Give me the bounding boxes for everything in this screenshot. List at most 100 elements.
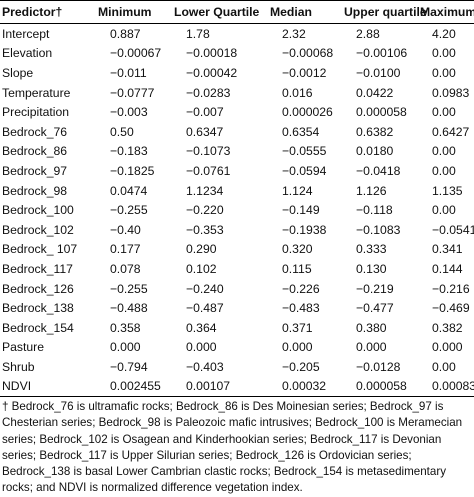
- value-cell: 0.016: [282, 85, 313, 100]
- table-row: Shrub −0.794 −0.403 −0.205 −0.0128 0.00: [0, 357, 474, 377]
- value-cell: 0.6427: [432, 124, 470, 139]
- value-cell: 1.124: [282, 183, 313, 198]
- value-cell: −0.403: [186, 359, 224, 374]
- predictor-cell: Precipitation: [2, 105, 70, 120]
- value-cell: 0.290: [186, 242, 217, 257]
- predictor-cell: Bedrock_98: [2, 183, 68, 198]
- value-cell: −0.0541: [432, 222, 474, 237]
- table-row: Bedrock_138 −0.488 −0.487 −0.483 −0.477 −0.46…: [0, 298, 474, 318]
- table-row: Temperature −0.0777 −0.0283 0.016 0.0422 0.09…: [0, 83, 474, 103]
- value-cell: 0.0983: [432, 85, 470, 100]
- value-cell: −0.40: [110, 222, 141, 237]
- value-cell: 2.88: [356, 26, 380, 41]
- table-row: Bedrock_102 −0.40 −0.353 −0.1938 −0.1083 −0.0…: [0, 220, 474, 240]
- table-row: Intercept 0.887 1.78 2.32 2.88 4.20: [0, 24, 474, 44]
- value-cell: −0.003: [110, 105, 148, 120]
- header-cell: Minimum: [98, 5, 152, 19]
- value-cell: −0.219: [356, 281, 394, 296]
- value-cell: 0.364: [186, 320, 217, 335]
- value-cell: −0.00018: [186, 46, 238, 61]
- header-cell: Predictor†: [2, 5, 63, 19]
- value-cell: 0.144: [432, 261, 463, 276]
- table-row: Bedrock_154 0.358 0.364 0.371 0.380 0.382: [0, 318, 474, 338]
- value-cell: −0.118: [356, 203, 393, 218]
- value-cell: −0.149: [282, 203, 320, 218]
- header-cell: Median: [270, 5, 312, 19]
- predictor-cell: Bedrock_126: [2, 281, 74, 296]
- value-cell: 0.6382: [356, 124, 394, 139]
- table-row: Bedrock_100 −0.255 −0.220 −0.149 −0.118 0.00: [0, 200, 474, 220]
- value-cell: −0.483: [282, 301, 320, 316]
- value-cell: −0.353: [186, 222, 224, 237]
- header-cell: Lower Quartile: [174, 5, 260, 19]
- predictor-cell: Bedrock_100: [2, 203, 74, 218]
- value-cell: 0.380: [356, 320, 387, 335]
- value-cell: 1.78: [186, 26, 210, 41]
- value-cell: −0.255: [110, 281, 148, 296]
- value-cell: −0.0594: [282, 163, 327, 178]
- predictor-cell: Bedrock_76: [2, 124, 68, 139]
- value-cell: 0.002455: [110, 379, 161, 394]
- value-cell: 2.32: [282, 26, 306, 41]
- value-cell: −0.00068: [282, 46, 334, 61]
- predictor-cell: Shrub: [2, 359, 35, 374]
- value-cell: −0.488: [110, 301, 148, 316]
- value-cell: −0.0012: [282, 65, 327, 80]
- value-cell: 0.6347: [186, 124, 224, 139]
- value-cell: −0.007: [186, 105, 224, 120]
- value-cell: −0.487: [186, 301, 224, 316]
- value-cell: −0.794: [110, 359, 148, 374]
- value-cell: 0.6354: [282, 124, 320, 139]
- footnote: † Bedrock_76 is ultramafic rocks; Bedroc…: [2, 400, 463, 495]
- value-cell: 0.000833: [432, 379, 474, 394]
- value-cell: 0.00: [432, 65, 456, 80]
- header-row: Predictor† Minimum Lower Quartile Median Upp…: [0, 0, 474, 24]
- value-cell: 0.371: [282, 320, 313, 335]
- table-row: Bedrock_76 0.50 0.6347 0.6354 0.6382 0.6427: [0, 122, 474, 142]
- table-row: Bedrock_86 −0.183 −0.1073 −0.0555 0.0180 0.00: [0, 142, 474, 162]
- value-cell: 0.078: [110, 261, 141, 276]
- value-cell: 0.00: [432, 359, 456, 374]
- value-cell: −0.1938: [282, 222, 327, 237]
- predictor-cell: Temperature: [2, 85, 71, 100]
- value-cell: −0.205: [282, 359, 320, 374]
- table-row: Slope −0.011 −0.00042 −0.0012 −0.0100 0.00: [0, 63, 474, 83]
- value-cell: 0.320: [282, 242, 313, 257]
- value-cell: 0.333: [356, 242, 387, 257]
- value-cell: −0.0761: [186, 163, 231, 178]
- predictor-cell: Elevation: [2, 46, 53, 61]
- value-cell: −0.0418: [356, 163, 401, 178]
- value-cell: −0.1083: [356, 222, 401, 237]
- value-cell: −0.1073: [186, 144, 231, 159]
- value-cell: 0.358: [110, 320, 141, 335]
- value-cell: 0.000: [432, 340, 463, 355]
- value-cell: 0.341: [432, 242, 463, 257]
- coefficient-table: Predictor† Minimum Lower Quartile Median Upp…: [0, 0, 474, 397]
- value-cell: −0.0777: [110, 85, 155, 100]
- predictor-cell: Bedrock_117: [2, 261, 73, 276]
- value-cell: −0.011: [110, 65, 147, 80]
- predictor-cell: Pasture: [2, 340, 45, 355]
- value-cell: −0.1825: [110, 163, 155, 178]
- predictor-cell: Bedrock_86: [2, 144, 68, 159]
- table-row: Precipitation −0.003 −0.007 0.000026 0.00005…: [0, 102, 474, 122]
- predictor-cell: Intercept: [2, 26, 50, 41]
- value-cell: −0.477: [356, 301, 394, 316]
- table-row: Bedrock_98 0.0474 1.1234 1.124 1.126 1.135: [0, 181, 474, 201]
- value-cell: 0.102: [186, 261, 217, 276]
- value-cell: 0.000: [282, 340, 313, 355]
- value-cell: 0.382: [432, 320, 463, 335]
- value-cell: 0.00: [432, 46, 456, 61]
- table-row: Bedrock_126 −0.255 −0.240 −0.226 −0.219 −0.21…: [0, 279, 474, 299]
- table-row: Bedrock_117 0.078 0.102 0.115 0.130 0.144: [0, 259, 474, 279]
- value-cell: 1.1234: [186, 183, 224, 198]
- value-cell: 1.126: [356, 183, 387, 198]
- value-cell: −0.00067: [110, 46, 162, 61]
- value-cell: −0.183: [110, 144, 148, 159]
- value-cell: 0.00: [432, 163, 456, 178]
- value-cell: 0.0474: [110, 183, 148, 198]
- predictor-cell: Bedrock_102: [2, 222, 74, 237]
- table-row: Bedrock_ 107 0.177 0.290 0.320 0.333 0.341: [0, 240, 474, 260]
- value-cell: −0.0555: [282, 144, 327, 159]
